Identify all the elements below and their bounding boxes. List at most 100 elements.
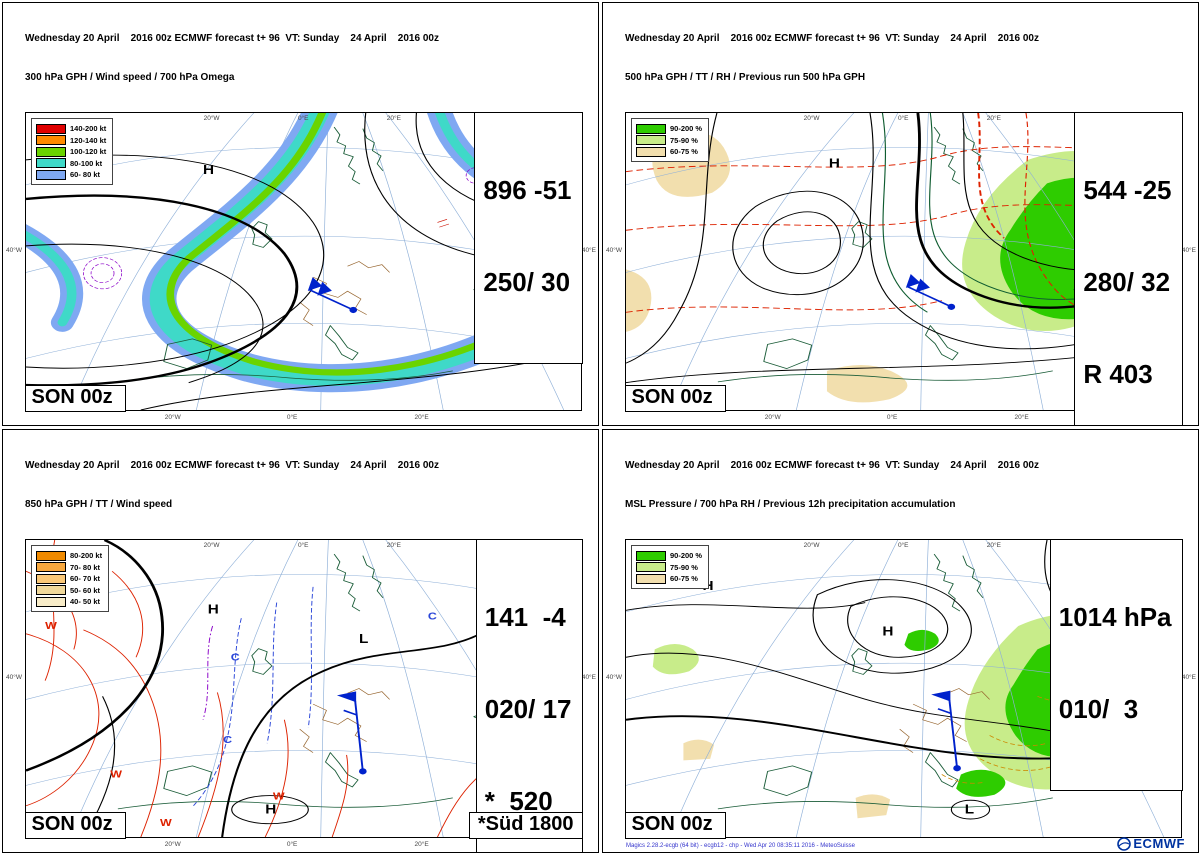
legend-label: 50- 60 kt xyxy=(70,585,101,595)
station-label: SON 00z xyxy=(24,811,126,839)
readout-line: * 520 xyxy=(484,785,553,816)
lon-tick: 0°E xyxy=(286,841,298,848)
wind-speed-legend: 80-200 kt 70- 80 kt 60- 70 kt 50- 60 kt … xyxy=(31,545,110,612)
legend-swatch xyxy=(636,550,666,561)
lon-tick: 40°W xyxy=(6,246,22,254)
lon-tick: 40°E xyxy=(581,673,596,681)
lon-tick: 0°E xyxy=(297,542,309,549)
country-borders xyxy=(299,688,390,753)
map-mslp: H H L L 90-200 % 75-90 % 60-75 % 1014 hP… xyxy=(606,538,1196,851)
legend-label: 100-120 kt xyxy=(70,147,107,156)
humidity-legend: 90-200 % 75-90 % 60-75 % xyxy=(631,545,710,589)
warm-label: W xyxy=(110,770,122,781)
lon-tick: 0°E xyxy=(886,414,898,421)
lon-tick: 20°W xyxy=(203,115,220,122)
cold-label: C xyxy=(428,612,437,623)
lon-tick: 20°E xyxy=(986,115,1001,122)
legend-row: 60- 80 kt xyxy=(36,169,106,180)
readout-box: 141 -4 020/ 17 * 520 xyxy=(475,538,583,852)
ecmwf-logo: ECMWF xyxy=(1117,836,1185,851)
map-850hpa: W W W W C C C H H L 80-200 kt 70- 80 kt xyxy=(6,538,596,852)
title-line: Wednesday 20 April 2016 00z ECMWF foreca… xyxy=(25,460,439,471)
legend-label: 75-90 % xyxy=(670,135,698,145)
low-label: L xyxy=(965,802,975,816)
readout-line: 250/ 30 xyxy=(483,266,571,297)
legend-label: 70- 80 kt xyxy=(70,562,101,572)
readout-line: R 403 xyxy=(1083,358,1153,389)
wind-barb-icon xyxy=(336,691,367,775)
map-300hpa: H 140-200 kt 120-140 kt 100-120 kt 80-10… xyxy=(6,111,596,421)
omega-contour xyxy=(202,625,214,720)
high-label: H xyxy=(208,602,219,616)
legend-row: 60- 70 kt xyxy=(36,573,102,584)
high-label: H xyxy=(882,624,893,638)
legend-swatch xyxy=(636,562,666,572)
lon-tick: 20°E xyxy=(386,542,401,549)
lon-tick: 20°W xyxy=(164,414,181,421)
readout-line: 280/ 32 xyxy=(1083,266,1171,297)
legend-swatch xyxy=(36,585,66,595)
panel-300hpa: Wednesday 20 April 2016 00z ECMWF foreca… xyxy=(2,2,599,426)
readout-line: 010/ 3 xyxy=(1058,693,1139,724)
legend-swatch xyxy=(36,550,66,561)
legend-label: 60- 70 kt xyxy=(70,574,101,583)
high-label: H xyxy=(829,156,840,170)
legend-row: 80-200 kt xyxy=(36,550,103,561)
cold-label: C xyxy=(231,652,240,663)
legend-row: 40- 50 kt xyxy=(36,596,102,607)
legend-row: 80-100 kt xyxy=(36,158,106,168)
country-borders xyxy=(899,688,990,753)
humidity-legend: 90-200 % 75-90 % 60-75 % xyxy=(631,118,710,162)
coastlines xyxy=(117,553,515,810)
legend-label: 80-200 kt xyxy=(70,551,103,560)
country-borders xyxy=(299,261,390,326)
sued-1800-label: *Süd 1800 xyxy=(468,811,583,839)
lon-tick: 0°E xyxy=(897,115,909,122)
legend-swatch xyxy=(36,169,66,180)
lon-tick: 0°E xyxy=(297,115,309,122)
readout-box: 1014 hPa 010/ 3 xyxy=(1049,538,1183,791)
legend-row: 90-200 % xyxy=(636,123,702,134)
legend-row: 70- 80 kt xyxy=(36,562,102,572)
lon-tick: 20°E xyxy=(414,841,429,848)
panel-title-mslp: Wednesday 20 April 2016 00z ECMWF foreca… xyxy=(603,430,1198,538)
panel-title-850: Wednesday 20 April 2016 00z ECMWF foreca… xyxy=(3,430,598,538)
panel-500hpa: Wednesday 20 April 2016 00z ECMWF foreca… xyxy=(602,2,1199,426)
wind-barb-icon xyxy=(307,277,358,314)
lon-tick: 20°E xyxy=(1014,414,1029,421)
magics-credit: Magics 2.28.2-ecgb (64 bit) - ecgb12 - c… xyxy=(626,843,855,849)
legend-label: 60- 80 kt xyxy=(70,170,101,179)
legend-swatch xyxy=(636,123,666,134)
station-label: SON 00z xyxy=(624,384,726,412)
lon-tick: 0°E xyxy=(286,414,298,421)
legend-row: 100-120 kt xyxy=(36,146,107,157)
panel-title-500: Wednesday 20 April 2016 00z ECMWF foreca… xyxy=(603,3,1198,111)
lon-tick: 20°W xyxy=(803,115,820,122)
legend-swatch xyxy=(636,135,666,145)
legend-label: 75-90 % xyxy=(670,562,698,572)
panel-mslp: Wednesday 20 April 2016 00z ECMWF foreca… xyxy=(602,429,1199,853)
legend-swatch xyxy=(36,596,66,607)
title-line: Wednesday 20 April 2016 00z ECMWF foreca… xyxy=(25,33,439,44)
legend-swatch xyxy=(36,562,66,572)
legend-row: 50- 60 kt xyxy=(36,585,102,595)
high-label: H xyxy=(203,162,214,176)
legend-row: 90-200 % xyxy=(636,550,702,561)
panel-850hpa: Wednesday 20 April 2016 00z ECMWF foreca… xyxy=(2,429,599,853)
wind-barb-icon xyxy=(905,273,956,310)
lon-tick: 20°W xyxy=(203,542,220,549)
legend-row: 75-90 % xyxy=(636,135,702,145)
legend-label: 80-100 kt xyxy=(70,158,103,168)
high-label: H xyxy=(265,802,276,816)
readout-line: 141 -4 xyxy=(484,601,566,632)
warm-label: W xyxy=(273,791,285,802)
lon-tick: 20°E xyxy=(414,414,429,421)
subtitle-line: 500 hPa GPH / TT / RH / Previous run 500… xyxy=(625,72,866,83)
ecmwf-logo-icon xyxy=(1117,836,1132,851)
subtitle-line: 850 hPa GPH / TT / Wind speed xyxy=(25,499,173,510)
legend-label: 120-140 kt xyxy=(70,135,107,145)
readout-line: 1014 hPa xyxy=(1058,601,1172,632)
readout-line: 544 -25 xyxy=(1083,174,1172,205)
legend-swatch xyxy=(636,573,666,584)
lon-tick: 40°W xyxy=(606,246,622,254)
